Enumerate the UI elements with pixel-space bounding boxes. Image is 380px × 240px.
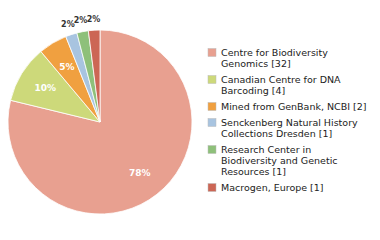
legend-swatch	[208, 76, 216, 84]
slices	[8, 30, 192, 214]
legend-swatch	[208, 184, 216, 192]
data-labels: 78%10%5%2%2%2%	[35, 15, 151, 178]
legend-swatch	[208, 146, 216, 154]
data-label: 10%	[35, 83, 57, 93]
legend-label: Mined from GenBank, NCBI [2]	[221, 101, 367, 112]
legend-swatch	[208, 103, 216, 111]
data-label: 2%	[87, 15, 101, 24]
legend-swatch	[208, 49, 216, 57]
data-label: 5%	[59, 62, 74, 72]
data-label: 78%	[129, 168, 151, 178]
chart-container: 78%10%5%2%2%2%Centre for BiodiversityGen…	[0, 0, 380, 240]
legend: Centre for BiodiversityGenomics [32] Cana…	[208, 47, 367, 193]
legend-label: Macrogen, Europe [1]	[221, 182, 324, 193]
legend-label: Research Center inBiodiversity and Genet…	[221, 144, 338, 177]
data-label: 2%	[61, 20, 75, 29]
background	[0, 0, 380, 240]
data-label: 2%	[74, 16, 88, 25]
legend-label: Senckenberg Natural HistoryCollections D…	[221, 117, 358, 139]
legend-label: Centre for BiodiversityGenomics [32]	[221, 47, 328, 69]
pie-slice	[8, 30, 192, 214]
pie-chart: 78%10%5%2%2%2%Centre for BiodiversityGen…	[0, 0, 380, 240]
legend-label: Canadian Centre for DNABarcoding [4]	[221, 74, 341, 96]
pie-slice	[88, 30, 100, 122]
pie-slice	[77, 31, 100, 122]
legend-swatch	[208, 119, 216, 127]
